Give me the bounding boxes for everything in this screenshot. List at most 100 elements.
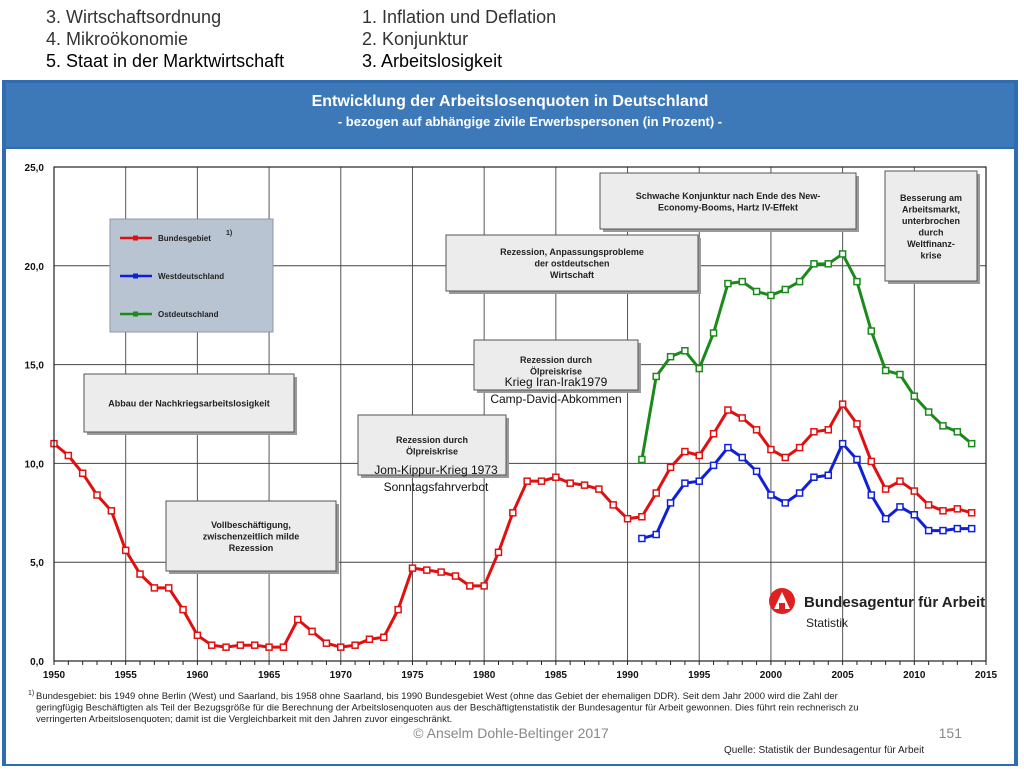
data-point [666,352,675,361]
series-layer [50,250,976,651]
data-point [466,582,474,590]
nav-item-active[interactable]: 5. Staat in der Marktwirtschaft [46,51,285,71]
x-tick-label: 1980 [473,670,496,681]
data-point [494,548,503,557]
data-point [681,479,689,487]
annotation-text: Arbeitsmarkt, [902,204,960,214]
data-point [924,526,933,535]
data-point [408,564,417,572]
data-point [537,477,546,485]
annotation-rect [357,414,507,476]
data-point [566,479,574,487]
data-point [623,514,632,523]
data-point [523,477,531,485]
agency-logo-notch [779,603,785,609]
overlay-labels-layer: Jom-Kippur-Krieg 1973 Sonntagsfahrverbot K… [374,375,621,494]
legend-label: Ostdeutschland [158,310,219,319]
data-point [881,485,890,493]
data-point [967,439,976,448]
data-point [250,641,259,649]
data-point [236,641,245,649]
data-point [150,584,159,592]
top-navigation: 3. Wirtschaftsordnung 4. Mikroökonomie 5… [0,0,1024,80]
x-tick-label: 1995 [688,670,711,681]
annotation-text: krise [920,250,941,260]
data-point [93,491,101,499]
annotation-text: Rezession durch [396,435,468,445]
chart-subtitle: - bezogen auf abhängige zivile Erwerbspe… [337,114,723,129]
data-point [838,439,847,448]
data-point [423,566,431,574]
series-westdeutschland [638,439,976,543]
data-point [480,582,488,590]
unemployment-chart: Bundesgebiet Westdeutschland Ostdeutschlan… [25,163,998,756]
annotation-text: durch [918,227,943,237]
logo-layer: Bundesagentur für Arbeit Statistik [769,588,985,630]
annotation-text: Ölpreiskrise [406,446,458,456]
data-point [509,509,517,517]
data-point [867,491,876,499]
footer-layer: 1) Bundesgebiet: bis 1949 ohne Berlin (We… [28,690,962,756]
annotation-text: Vollbeschäftigung, [211,520,291,530]
data-point [896,477,904,485]
data-point [910,511,919,519]
data-point [709,430,718,438]
x-tick-label: 1960 [186,670,209,681]
data-point [939,422,947,430]
annotation-text: unterbrochen [902,216,960,226]
series-bundesgebiet [50,400,976,651]
annotation-text: Rezession [229,543,274,553]
annotation-text: Weltfinanz- [907,239,955,249]
data-point [924,501,933,509]
agency-name: Bundesagentur für Arbeit [804,594,985,611]
data-point [738,414,746,422]
annotation-text: Ölpreiskrise [530,366,582,376]
data-point [666,499,675,507]
annotations-layer: Abbau der Nachkriegsarbeitslosigkeit Voll… [83,170,980,574]
annotation-text: Besserung am [900,193,962,203]
series-ostdeutschland [638,250,976,464]
data-point [824,426,833,434]
data-point [767,291,775,300]
data-point [795,443,804,452]
annotation-text: zwischenzeitlich milde [203,532,300,542]
data-point [867,457,876,466]
nav-subitem[interactable]: 1. Inflation und Deflation [362,7,557,27]
overlay-label: Camp-David-Abkommen [490,392,621,406]
data-point [580,481,589,489]
x-tick-label: 1975 [401,670,424,681]
data-point [609,501,617,509]
data-point [738,277,746,286]
data-point [164,584,173,592]
agency-logo-mark [774,592,790,609]
data-point [638,513,646,521]
data-point [939,526,947,535]
data-point [781,285,790,294]
data-point [179,605,187,614]
data-point [752,467,761,476]
x-tick-label: 1970 [330,670,353,681]
data-point [767,491,775,499]
plot-border [53,166,987,662]
data-point [709,461,718,470]
data-point [695,477,703,485]
data-point [810,260,818,268]
data-point [222,643,230,651]
nav-item[interactable]: 3. Wirtschaftsordnung [46,7,222,27]
agency-subtitle: Statistik [806,616,849,630]
legend-label: Bundesgebiet [158,234,211,243]
nav-subitem-active[interactable]: 3. Arbeitslosigkeit [362,51,503,71]
nav-subitem[interactable]: 2. Konjunktur [362,29,469,49]
data-point [709,329,718,337]
data-point [924,408,933,416]
data-point [365,635,374,644]
data-point [781,499,790,507]
nav-item[interactable]: 4. Mikroökonomie [46,29,189,49]
data-point [279,643,288,651]
data-point [695,364,703,373]
legend-label: Westdeutschland [158,272,224,281]
data-point [752,426,761,434]
axis-layer: 1950 1955 1960 1965 1970 1975 1980 1985 1990 1995… [25,163,998,681]
